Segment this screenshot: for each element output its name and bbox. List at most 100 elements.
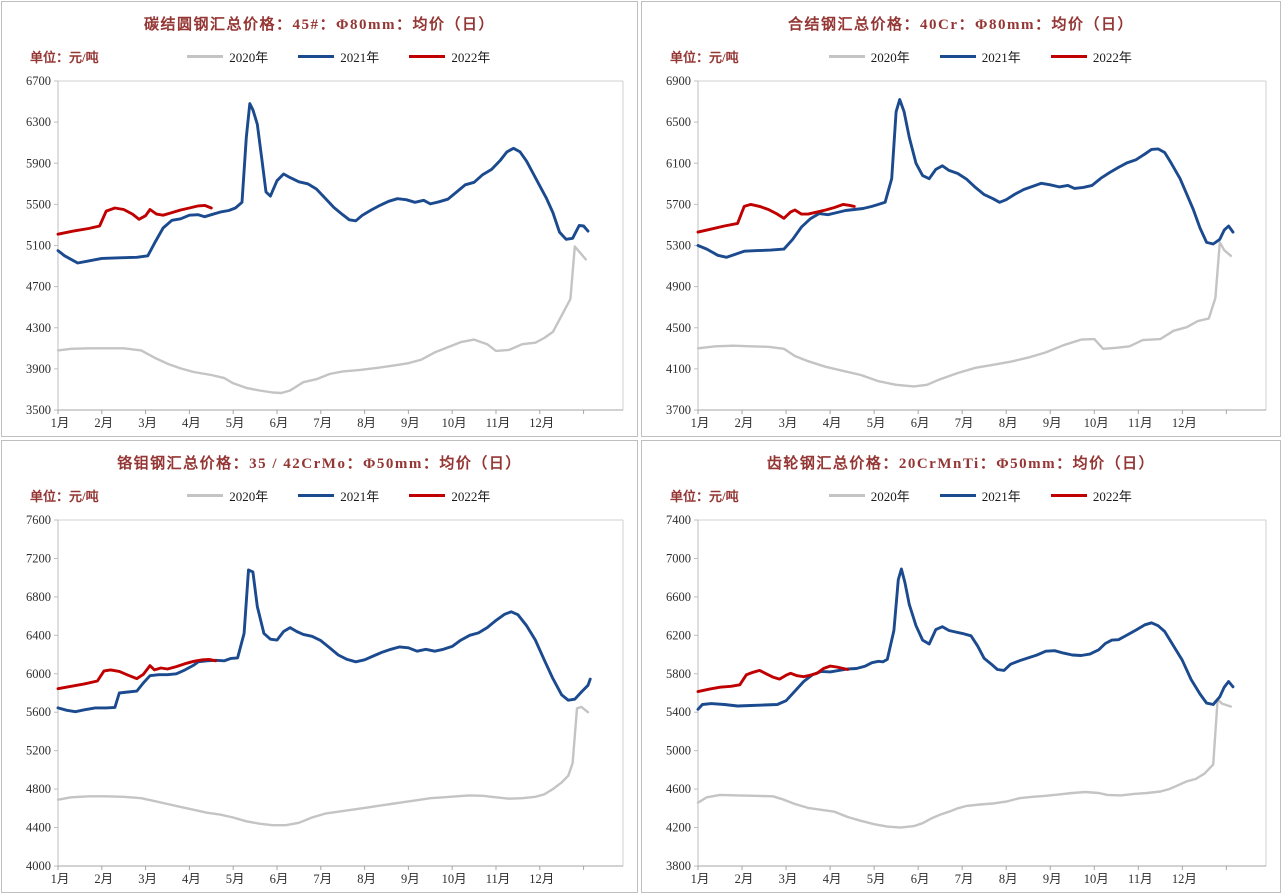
- y-tick-label: 4100: [666, 362, 691, 376]
- legend-label-2022: 2022年: [451, 488, 491, 504]
- x-tick-label: 5月: [226, 416, 245, 430]
- legend-item-2022: 2022年: [409, 486, 490, 505]
- x-tick-label: 11月: [486, 872, 511, 886]
- y-tick-label: 5100: [26, 239, 51, 253]
- x-tick-label: 8月: [357, 416, 376, 430]
- chart-meta-row: 单位：元/吨 2020年 2021年 2022年: [2, 478, 637, 512]
- legend-swatch-2020: [187, 493, 224, 497]
- series-line-2021: [56, 102, 590, 265]
- x-tick-label: 9月: [1043, 416, 1062, 430]
- series-line-2021: [56, 568, 592, 714]
- y-tick-label: 5000: [666, 744, 691, 758]
- chart-legend: 2020年 2021年 2022年: [828, 47, 1132, 66]
- y-tick-label: 4900: [666, 280, 691, 294]
- x-tick-label: 4月: [182, 872, 201, 886]
- y-tick-label: 7400: [666, 513, 691, 527]
- legend-label-2021: 2021年: [340, 49, 380, 65]
- legend-swatch-2022: [409, 54, 446, 58]
- legend-item-2022: 2022年: [409, 47, 490, 66]
- y-tick-label: 5800: [666, 667, 691, 681]
- series-line-2022: [696, 202, 856, 234]
- plot-area: 3500 3900 4300 4700 5100 5500 5900 6300 6700 1月 2月…: [2, 73, 637, 436]
- line-chart-gear-steel: 3800 4200 4600 5000 5400 5800 6200 6600 7000 7400…: [666, 513, 1267, 886]
- x-tick-label: 10月: [1084, 416, 1109, 430]
- x-tick-label: 7月: [313, 872, 332, 886]
- x-tick-label: 5月: [867, 872, 886, 886]
- legend-item-2020: 2020年: [187, 486, 268, 505]
- legend-swatch-2022: [1050, 493, 1087, 497]
- y-tick-label: 3800: [666, 859, 691, 873]
- chart-meta-row: 单位：元/吨 2020年 2021年 2022年: [642, 478, 1280, 512]
- x-tick-label: 7月: [955, 416, 974, 430]
- y-tick-label: 7000: [666, 551, 691, 565]
- plot-area: 4000 4400 4800 5200 5600 6000 6400 6800 7200 7600…: [2, 512, 637, 892]
- legend-item-2020: 2020年: [187, 47, 268, 66]
- y-tick-label: 4700: [26, 280, 51, 294]
- x-tick-label: 3月: [779, 872, 798, 886]
- x-tick-label: 4月: [182, 416, 201, 430]
- x-tick-label: 5月: [226, 872, 245, 886]
- x-tick-label: 12月: [1172, 416, 1197, 430]
- unit-label: 单位：元/吨: [30, 488, 99, 504]
- y-tick-label: 6400: [26, 628, 51, 642]
- series-line-2022: [56, 203, 213, 236]
- legend-swatch-2021: [298, 54, 335, 58]
- x-tick-label: 1月: [691, 872, 710, 886]
- y-tick-label: 5300: [666, 239, 691, 253]
- price-chart-panel-crmo-steel: 铬钼钢汇总价格：35 / 42CrMo：Φ50mm：均价（日） 单位：元/吨 2…: [1, 440, 638, 893]
- series-line-2021: [696, 567, 1235, 711]
- x-tick-label: 11月: [1128, 872, 1153, 886]
- series-line-2020: [56, 245, 587, 395]
- legend-item-2021: 2021年: [298, 47, 379, 66]
- legend-swatch-2022: [1050, 54, 1087, 58]
- series-line-2021: [696, 98, 1235, 259]
- legend-item-2022: 2022年: [1050, 47, 1132, 66]
- y-tick-label: 3500: [26, 403, 51, 417]
- x-tick-label: 11月: [1128, 416, 1153, 430]
- x-tick-label: 3月: [138, 416, 157, 430]
- line-chart-crmo-steel: 4000 4400 4800 5200 5600 6000 6400 6800 7200 7600…: [26, 513, 624, 886]
- legend-item-2021: 2021年: [939, 47, 1021, 66]
- plot-area: 3800 4200 4600 5000 5400 5800 6200 6600 7000 7400…: [642, 512, 1280, 892]
- x-tick-label: 5月: [867, 416, 886, 430]
- x-tick-label: 1月: [51, 416, 70, 430]
- legend-item-2021: 2021年: [939, 486, 1021, 505]
- legend-swatch-2021: [298, 493, 335, 497]
- y-tick-label: 5200: [26, 744, 51, 758]
- legend-swatch-2020: [187, 54, 224, 58]
- y-tick-label: 6700: [26, 74, 51, 88]
- line-chart-alloy-steel-40cr: 3700 4100 4500 4900 5300 5700 6100 6500 6900 1月 2月…: [666, 74, 1267, 430]
- y-tick-label: 4200: [666, 821, 691, 835]
- legend-label-2022: 2022年: [1092, 488, 1132, 504]
- y-tick-label: 6200: [666, 628, 691, 642]
- legend-swatch-2020: [828, 54, 865, 58]
- chart-title: 碳结圆钢汇总价格：45#：Φ80mm：均价（日）: [144, 17, 495, 33]
- y-tick-label: 6600: [666, 590, 691, 604]
- x-tick-label: 6月: [270, 416, 289, 430]
- x-tick-label: 3月: [779, 416, 798, 430]
- x-tick-label: 4月: [823, 416, 842, 430]
- chart-meta-row: 单位：元/吨 2020年 2021年 2022年: [642, 39, 1280, 73]
- x-tick-label: 10月: [1084, 872, 1109, 886]
- y-tick-label: 7200: [26, 551, 51, 565]
- chart-title: 合结钢汇总价格：40Cr：Φ80mm：均价（日）: [788, 17, 1134, 33]
- y-tick-label: 4400: [26, 821, 51, 835]
- line-chart-carbon-round-steel: 3500 3900 4300 4700 5100 5500 5900 6300 6700 1月 2月…: [26, 74, 624, 430]
- y-tick-label: 6500: [666, 115, 691, 129]
- x-tick-label: 6月: [911, 872, 930, 886]
- y-tick-label: 3900: [26, 362, 51, 376]
- x-tick-label: 7月: [955, 872, 974, 886]
- y-tick-label: 4500: [666, 321, 691, 335]
- chart-legend: 2020年 2021年 2022年: [187, 486, 490, 505]
- x-tick-label: 10月: [442, 416, 467, 430]
- price-chart-panel-alloy-steel-40cr: 合结钢汇总价格：40Cr：Φ80mm：均价（日） 单位：元/吨 2020年 20…: [641, 1, 1281, 437]
- chart-meta-row: 单位：元/吨 2020年 2021年 2022年: [2, 39, 637, 73]
- unit-label: 单位：元/吨: [670, 49, 739, 65]
- legend-item-2020: 2020年: [828, 47, 910, 66]
- x-tick-label: 1月: [51, 872, 70, 886]
- plot-area: 3700 4100 4500 4900 5300 5700 6100 6500 6900 1月 2月…: [642, 73, 1280, 436]
- legend-swatch-2021: [939, 54, 976, 58]
- unit-label: 单位：元/吨: [670, 488, 739, 504]
- unit-label: 单位：元/吨: [30, 49, 99, 65]
